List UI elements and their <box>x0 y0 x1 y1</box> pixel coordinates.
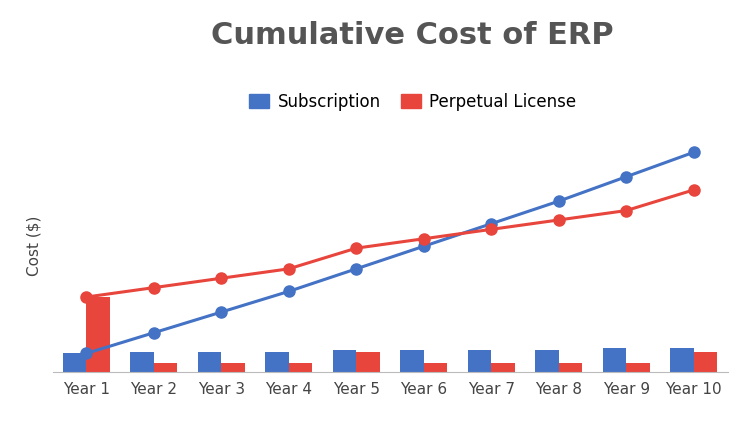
Bar <box>289 363 312 372</box>
Bar <box>670 348 694 372</box>
Bar <box>198 352 221 372</box>
Bar <box>468 350 491 372</box>
Legend: Subscription, Perpetual License: Subscription, Perpetual License <box>249 93 576 111</box>
Bar <box>333 350 356 372</box>
Bar <box>559 363 582 372</box>
Bar <box>424 363 447 372</box>
Bar <box>626 363 650 372</box>
Y-axis label: Cost ($): Cost ($) <box>26 215 41 275</box>
Bar <box>536 350 559 372</box>
Bar <box>603 348 626 372</box>
Bar <box>694 352 717 372</box>
Bar <box>86 297 109 372</box>
Bar <box>356 352 380 372</box>
Bar <box>154 363 177 372</box>
Bar <box>400 350 424 372</box>
Bar <box>266 352 289 372</box>
Bar <box>221 363 245 372</box>
Text: Cumulative Cost of ERP: Cumulative Cost of ERP <box>211 21 614 50</box>
Bar <box>491 363 514 372</box>
Bar <box>62 354 86 372</box>
Bar <box>130 352 154 372</box>
